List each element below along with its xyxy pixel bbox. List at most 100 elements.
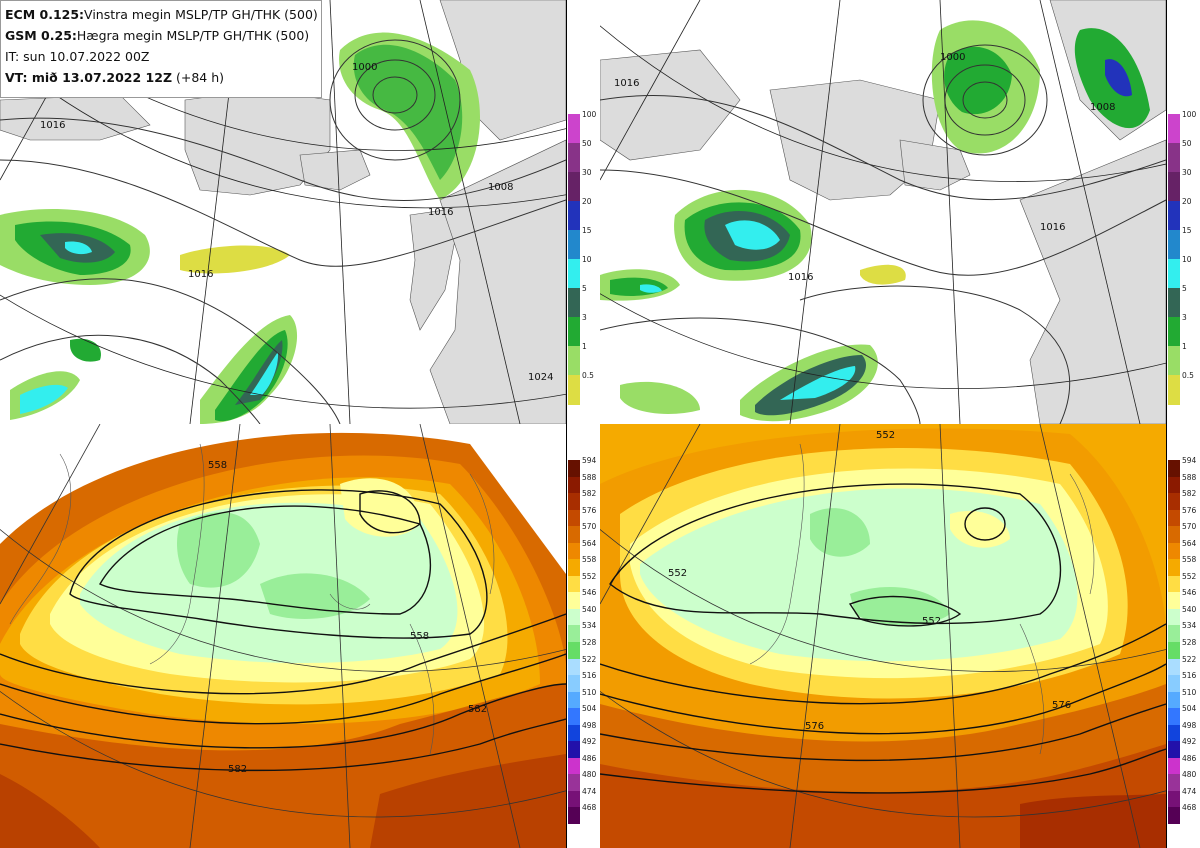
colorbar-swatch xyxy=(568,790,580,808)
colorbar-swatch xyxy=(568,143,580,173)
colorbar-swatch xyxy=(1168,774,1180,792)
colorbar-label: 498 xyxy=(582,720,597,730)
colorbar-label: 564 xyxy=(582,538,597,548)
colorbar-swatch xyxy=(568,741,580,759)
isobar-label: 1016 xyxy=(614,78,639,89)
colorbar-swatch xyxy=(568,201,580,231)
colorbar-swatch xyxy=(568,625,580,643)
info-header: ECM 0.125:Vinstra megin MSLP/TP GH/THK (… xyxy=(0,0,322,98)
colorbar-label: 510 xyxy=(582,687,597,697)
colorbar-label: 10 xyxy=(1182,255,1192,264)
colorbar-label: 486 xyxy=(582,753,597,763)
colorbar-label: 486 xyxy=(1182,753,1197,763)
isobar-label: 1000 xyxy=(352,62,377,73)
thickness-label: 582 xyxy=(228,764,247,775)
thickness-label: 576 xyxy=(805,721,824,732)
colorbar-swatch xyxy=(568,259,580,289)
colorbar-label: 480 xyxy=(582,770,597,780)
colorbar-swatch xyxy=(1168,143,1180,173)
colorbar-label: 492 xyxy=(582,737,597,747)
thickness-label: 558 xyxy=(208,460,227,471)
colorbar-label: 100 xyxy=(582,110,597,119)
colorbar-swatch xyxy=(568,460,580,478)
colorbar-label: 30 xyxy=(582,168,592,177)
colorbar-swatch xyxy=(568,542,580,560)
colorbar-swatch xyxy=(568,375,580,405)
header-line-init-time: IT: sun 10.07.2022 00Z xyxy=(5,49,150,64)
colorbar-swatch xyxy=(568,317,580,347)
header-line-gsm: GSM 0.25:Hægra megin MSLP/TP GH/THK (500… xyxy=(5,28,310,43)
isobar-label: 1016 xyxy=(188,269,213,280)
colorbar-swatch xyxy=(568,807,580,825)
precip-areas xyxy=(0,32,480,424)
colorbar-swatch xyxy=(568,691,580,709)
colorbar-label: 522 xyxy=(582,654,597,664)
isobar-label: 1016 xyxy=(788,272,813,283)
colorbar-label: 498 xyxy=(1182,720,1197,730)
colorbar-swatch xyxy=(568,288,580,318)
colorbar-label: 588 xyxy=(582,472,597,482)
isobar-label: 1008 xyxy=(488,182,513,193)
colorbar-label: 546 xyxy=(1182,588,1197,598)
colorbar-label: 558 xyxy=(582,555,597,565)
colorbar-label: 15 xyxy=(582,226,592,235)
colorbar-label: 3 xyxy=(582,313,587,322)
colorbar-swatch xyxy=(1168,592,1180,610)
colorbar-swatch xyxy=(1168,201,1180,231)
colorbar-swatch xyxy=(568,476,580,494)
colorbar-swatch xyxy=(568,724,580,742)
colorbar-label: 582 xyxy=(582,489,597,499)
colorbar-swatch xyxy=(1168,476,1180,494)
colorbar-label: 100 xyxy=(1182,110,1197,119)
colorbar-label: 576 xyxy=(1182,505,1197,515)
colorbar-swatch xyxy=(1168,724,1180,742)
thickness-label: 558 xyxy=(410,631,429,642)
colorbar-label: 15 xyxy=(1182,226,1192,235)
colorbar-swatch xyxy=(1168,288,1180,318)
colorbar-label: 1 xyxy=(1182,342,1187,351)
colorbar-label: 504 xyxy=(582,704,597,714)
colorbar-label: 50 xyxy=(582,139,592,148)
colorbar-label: 522 xyxy=(1182,654,1197,664)
colorbar-label: 516 xyxy=(1182,671,1197,681)
colorbar-swatch xyxy=(568,346,580,376)
colorbar-label: 564 xyxy=(1182,538,1197,548)
colorbar-swatch xyxy=(1168,708,1180,726)
colorbar-label: 540 xyxy=(582,604,597,614)
colorbar-swatch xyxy=(1168,658,1180,676)
colorbar-label: 10 xyxy=(582,255,592,264)
colorbar-label: 5 xyxy=(1182,284,1187,293)
colorbar-swatch xyxy=(1168,757,1180,775)
colorbar-swatch xyxy=(568,559,580,577)
colorbar-label: 546 xyxy=(582,588,597,598)
colorbar-label: 534 xyxy=(1182,621,1197,631)
colorbar-label: 1 xyxy=(582,342,587,351)
colorbar-label: 594 xyxy=(1182,456,1197,465)
colorbar-swatch xyxy=(1168,375,1180,405)
thickness-colorbar-left: 594 588 582 576 570 564 558 552 546 540 534 528 522 5… xyxy=(568,456,600,825)
colorbar-swatch xyxy=(568,757,580,775)
map-gsm-mslp-precip: 1016 1000 1008 1016 1016 xyxy=(600,0,1167,424)
thickness-label: 576 xyxy=(1052,700,1071,711)
colorbar-swatch xyxy=(568,172,580,202)
colorbar-label: 576 xyxy=(582,505,597,515)
colorbar-swatch xyxy=(568,658,580,676)
colorbar-label: 20 xyxy=(1182,197,1192,206)
colorbar-label: 510 xyxy=(1182,687,1197,697)
colorbar-swatch xyxy=(568,708,580,726)
colorbar-swatch xyxy=(1168,259,1180,289)
colorbar-label: 570 xyxy=(582,522,597,532)
colorbar-label: 516 xyxy=(582,671,597,681)
isobar-label: 1016 xyxy=(40,120,65,131)
isobar-label: 1008 xyxy=(1090,102,1115,113)
colorbar-label: 474 xyxy=(1182,786,1197,796)
colorbar-swatch xyxy=(568,114,580,144)
colorbar-swatch xyxy=(1168,346,1180,376)
colorbar-label: 5 xyxy=(582,284,587,293)
thickness-label: 552 xyxy=(668,568,687,579)
colorbar-label: 3 xyxy=(1182,313,1187,322)
colorbar-swatch xyxy=(1168,559,1180,577)
colorbar-label: 588 xyxy=(1182,472,1197,482)
thickness-label: 552 xyxy=(876,430,895,441)
colorbar-swatch xyxy=(568,230,580,260)
